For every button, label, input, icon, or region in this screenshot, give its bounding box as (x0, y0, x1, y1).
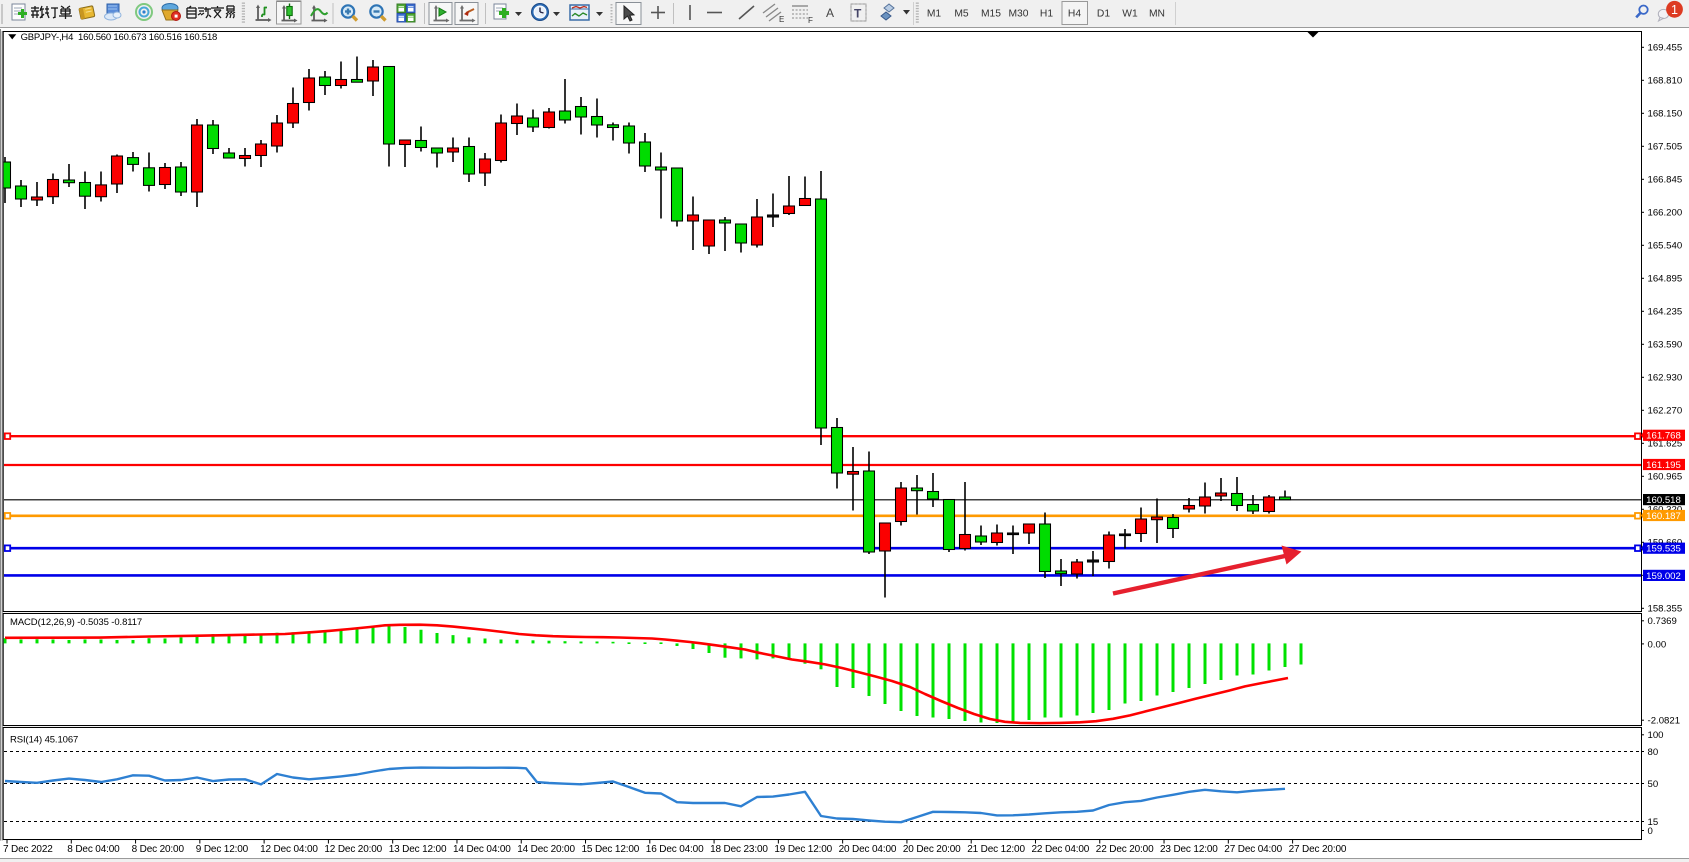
svg-text:18 Dec 23:00: 18 Dec 23:00 (710, 844, 768, 855)
svg-text:D1: D1 (1097, 9, 1110, 20)
svg-text:27 Dec 20:00: 27 Dec 20:00 (1289, 844, 1347, 855)
svg-text:161.195: 161.195 (1646, 460, 1681, 471)
svg-text:H1: H1 (1040, 9, 1053, 20)
svg-text:14 Dec 20:00: 14 Dec 20:00 (517, 844, 575, 855)
svg-text:169.455: 169.455 (1648, 43, 1683, 54)
svg-text:F: F (808, 16, 813, 25)
svg-text:20 Dec 20:00: 20 Dec 20:00 (903, 844, 961, 855)
svg-text:165.540: 165.540 (1648, 241, 1683, 252)
svg-text:M5: M5 (954, 9, 969, 20)
svg-text:27 Dec 04:00: 27 Dec 04:00 (1224, 844, 1282, 855)
svg-text:15 Dec 12:00: 15 Dec 12:00 (582, 844, 640, 855)
svg-text:12 Dec 04:00: 12 Dec 04:00 (260, 844, 318, 855)
svg-text:T: T (854, 7, 862, 21)
svg-text:22 Dec 04:00: 22 Dec 04:00 (1032, 844, 1090, 855)
svg-text:161.625: 161.625 (1648, 439, 1683, 450)
svg-text:22 Dec 20:00: 22 Dec 20:00 (1096, 844, 1154, 855)
svg-text:15: 15 (1648, 817, 1659, 828)
svg-text:0.7369: 0.7369 (1648, 616, 1677, 627)
svg-text:-2.0821: -2.0821 (1648, 716, 1681, 727)
svg-text:160.518: 160.518 (1646, 495, 1681, 506)
svg-text:166.200: 166.200 (1648, 208, 1683, 219)
svg-text:0: 0 (1648, 826, 1653, 837)
svg-text:H4: H4 (1068, 9, 1081, 20)
svg-text:M15: M15 (981, 9, 1001, 20)
svg-text:19 Dec 12:00: 19 Dec 12:00 (774, 844, 832, 855)
svg-text:E: E (779, 15, 784, 24)
svg-text:20 Dec 04:00: 20 Dec 04:00 (839, 844, 897, 855)
svg-text:161.768: 161.768 (1646, 431, 1681, 442)
svg-text:162.270: 162.270 (1648, 406, 1683, 417)
svg-text:8 Dec 20:00: 8 Dec 20:00 (132, 844, 185, 855)
svg-text:164.895: 164.895 (1648, 274, 1683, 285)
svg-text:12 Dec 20:00: 12 Dec 20:00 (324, 844, 382, 855)
svg-text:158.355: 158.355 (1648, 604, 1683, 615)
svg-text:M1: M1 (927, 9, 942, 20)
svg-text:0.00: 0.00 (1648, 639, 1667, 650)
svg-text:159.002: 159.002 (1646, 571, 1681, 582)
svg-text:21 Dec 12:00: 21 Dec 12:00 (967, 844, 1025, 855)
svg-text:100: 100 (1648, 730, 1664, 741)
svg-text:168.810: 168.810 (1648, 76, 1683, 87)
svg-text:164.235: 164.235 (1648, 307, 1683, 318)
svg-text:166.845: 166.845 (1648, 175, 1683, 186)
svg-text:1: 1 (1671, 3, 1678, 17)
svg-text:8 Dec 04:00: 8 Dec 04:00 (67, 844, 120, 855)
svg-text:M30: M30 (1008, 9, 1028, 20)
svg-text:16 Dec 04:00: 16 Dec 04:00 (646, 844, 704, 855)
svg-text:13 Dec 12:00: 13 Dec 12:00 (389, 844, 447, 855)
svg-text:23 Dec 12:00: 23 Dec 12:00 (1160, 844, 1218, 855)
svg-text:MACD(12,26,9) -0.5035 -0.8117: MACD(12,26,9) -0.5035 -0.8117 (10, 617, 142, 628)
svg-text:80: 80 (1648, 747, 1659, 758)
svg-text:160.187: 160.187 (1646, 511, 1681, 522)
svg-text:160.965: 160.965 (1648, 472, 1683, 483)
svg-text:14 Dec 04:00: 14 Dec 04:00 (453, 844, 511, 855)
svg-text:159.535: 159.535 (1646, 544, 1681, 555)
svg-text:163.590: 163.590 (1648, 340, 1683, 351)
svg-text:162.930: 162.930 (1648, 373, 1683, 384)
svg-text:W1: W1 (1122, 9, 1138, 20)
svg-text:MN: MN (1149, 9, 1165, 20)
svg-text:9 Dec 12:00: 9 Dec 12:00 (196, 844, 249, 855)
svg-text:GBPJPY-,H4 160.560 160.673 16: GBPJPY-,H4 160.560 160.673 160.516 160.5… (21, 32, 218, 43)
svg-text:A: A (826, 6, 834, 20)
svg-text:50: 50 (1648, 779, 1659, 790)
svg-text:7 Dec 2022: 7 Dec 2022 (3, 844, 53, 855)
svg-text:168.150: 168.150 (1648, 109, 1683, 120)
svg-text:167.505: 167.505 (1648, 142, 1683, 153)
svg-text:RSI(14) 45.1067: RSI(14) 45.1067 (10, 735, 78, 746)
